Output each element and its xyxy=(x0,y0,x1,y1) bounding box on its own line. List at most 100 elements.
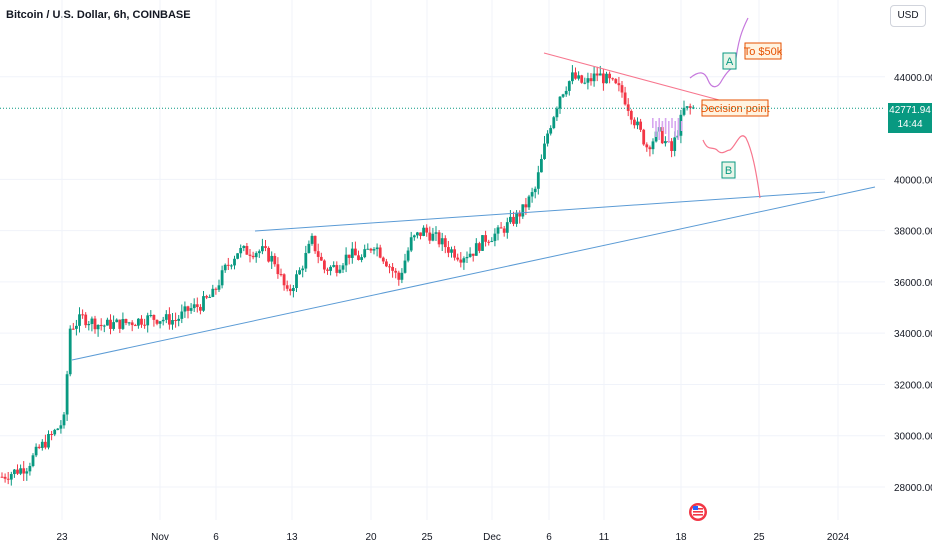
candle-body xyxy=(456,257,460,260)
candle-body xyxy=(202,296,205,311)
candle-body xyxy=(239,248,243,254)
candle-body xyxy=(611,78,615,80)
candle-body xyxy=(282,274,286,286)
candle-body xyxy=(261,246,264,252)
candle-body xyxy=(366,248,370,250)
candle-body xyxy=(133,325,137,327)
candle-body xyxy=(505,222,509,233)
candle-body xyxy=(242,245,246,249)
candle-body xyxy=(592,73,596,82)
projected-bar xyxy=(664,118,667,134)
candle-body xyxy=(645,144,649,148)
candle-body xyxy=(248,254,252,256)
candle-body xyxy=(319,256,323,261)
candle-body xyxy=(267,247,270,262)
scenario-b-path xyxy=(702,135,761,199)
candle-body xyxy=(53,429,57,435)
candle-body xyxy=(37,446,41,448)
candle-body xyxy=(468,253,472,258)
us-flag-icon[interactable] xyxy=(689,503,707,521)
candle-body xyxy=(422,227,425,236)
candle-body xyxy=(589,78,593,82)
candle-body xyxy=(546,133,549,144)
candle-body xyxy=(639,121,642,130)
candle-body xyxy=(146,315,150,326)
candle-body xyxy=(84,314,88,326)
candle-body xyxy=(273,255,277,265)
candle-body xyxy=(567,81,571,91)
candle-body xyxy=(493,233,497,241)
candle-body xyxy=(31,455,35,466)
candle-body xyxy=(81,314,84,316)
upper-trendline xyxy=(254,191,826,232)
candle-body xyxy=(180,311,184,319)
candle-body xyxy=(403,260,407,273)
candle-body xyxy=(102,325,106,327)
candle-body xyxy=(459,259,463,263)
candle-body xyxy=(595,73,599,76)
candle-body xyxy=(440,238,444,245)
candle-body xyxy=(9,474,13,480)
currency-button[interactable]: USD xyxy=(890,5,926,27)
candle-body xyxy=(329,266,332,271)
candle-body xyxy=(87,323,91,326)
candle-body xyxy=(276,264,280,275)
candle-body xyxy=(536,172,540,189)
candle-body xyxy=(62,414,66,426)
candle-body xyxy=(416,232,419,236)
candle-body xyxy=(22,468,26,474)
bar-countdown: 14:44 xyxy=(897,119,923,130)
candle-body xyxy=(93,318,97,330)
x-tick-label: 11 xyxy=(599,532,610,543)
candle-body xyxy=(68,328,72,375)
candle-body xyxy=(149,314,153,316)
candle-body xyxy=(78,314,81,326)
candle-body xyxy=(354,248,357,256)
candle-body xyxy=(409,237,413,251)
candle-body xyxy=(40,441,44,448)
candle-body xyxy=(161,319,165,322)
x-tick-label: 20 xyxy=(365,532,377,543)
candle-body xyxy=(558,96,562,109)
candle-body xyxy=(56,428,60,430)
candle-body xyxy=(226,264,230,266)
candle-body xyxy=(313,235,317,252)
candle-body xyxy=(450,249,453,253)
candle-body xyxy=(552,117,556,129)
candle-body xyxy=(527,196,531,208)
candle-body xyxy=(617,83,621,86)
candle-body xyxy=(555,108,559,118)
candle-body xyxy=(512,216,515,224)
candle-body xyxy=(478,243,481,251)
candle-body xyxy=(158,321,162,324)
candle-body xyxy=(626,104,630,111)
candle-body xyxy=(688,106,692,108)
candle-body xyxy=(385,261,388,267)
candle-body xyxy=(471,253,475,256)
candle-body xyxy=(65,374,69,415)
candle-body xyxy=(332,265,336,267)
x-tick-label: 25 xyxy=(753,532,765,543)
candle-body xyxy=(304,252,308,269)
candle-body xyxy=(490,240,494,242)
candle-body xyxy=(670,141,673,151)
candle-body xyxy=(363,249,367,258)
candle-body xyxy=(521,204,525,217)
candle-body xyxy=(236,253,239,259)
candle-body xyxy=(425,227,429,233)
candle-body xyxy=(285,285,289,289)
candle-body xyxy=(90,318,94,324)
candle-body xyxy=(648,147,652,150)
candle-body xyxy=(434,232,438,234)
candle-body xyxy=(106,319,109,326)
x-tick-label: Dec xyxy=(483,532,501,543)
candle-body xyxy=(164,314,168,320)
candle-body xyxy=(211,288,215,297)
x-tick-label: 18 xyxy=(675,532,687,543)
y-tick-label: 30000.00 xyxy=(894,432,932,443)
candle-body xyxy=(369,248,373,251)
candle-body xyxy=(127,322,131,324)
y-tick-label: 38000.00 xyxy=(894,227,932,238)
candle-body xyxy=(335,265,339,273)
